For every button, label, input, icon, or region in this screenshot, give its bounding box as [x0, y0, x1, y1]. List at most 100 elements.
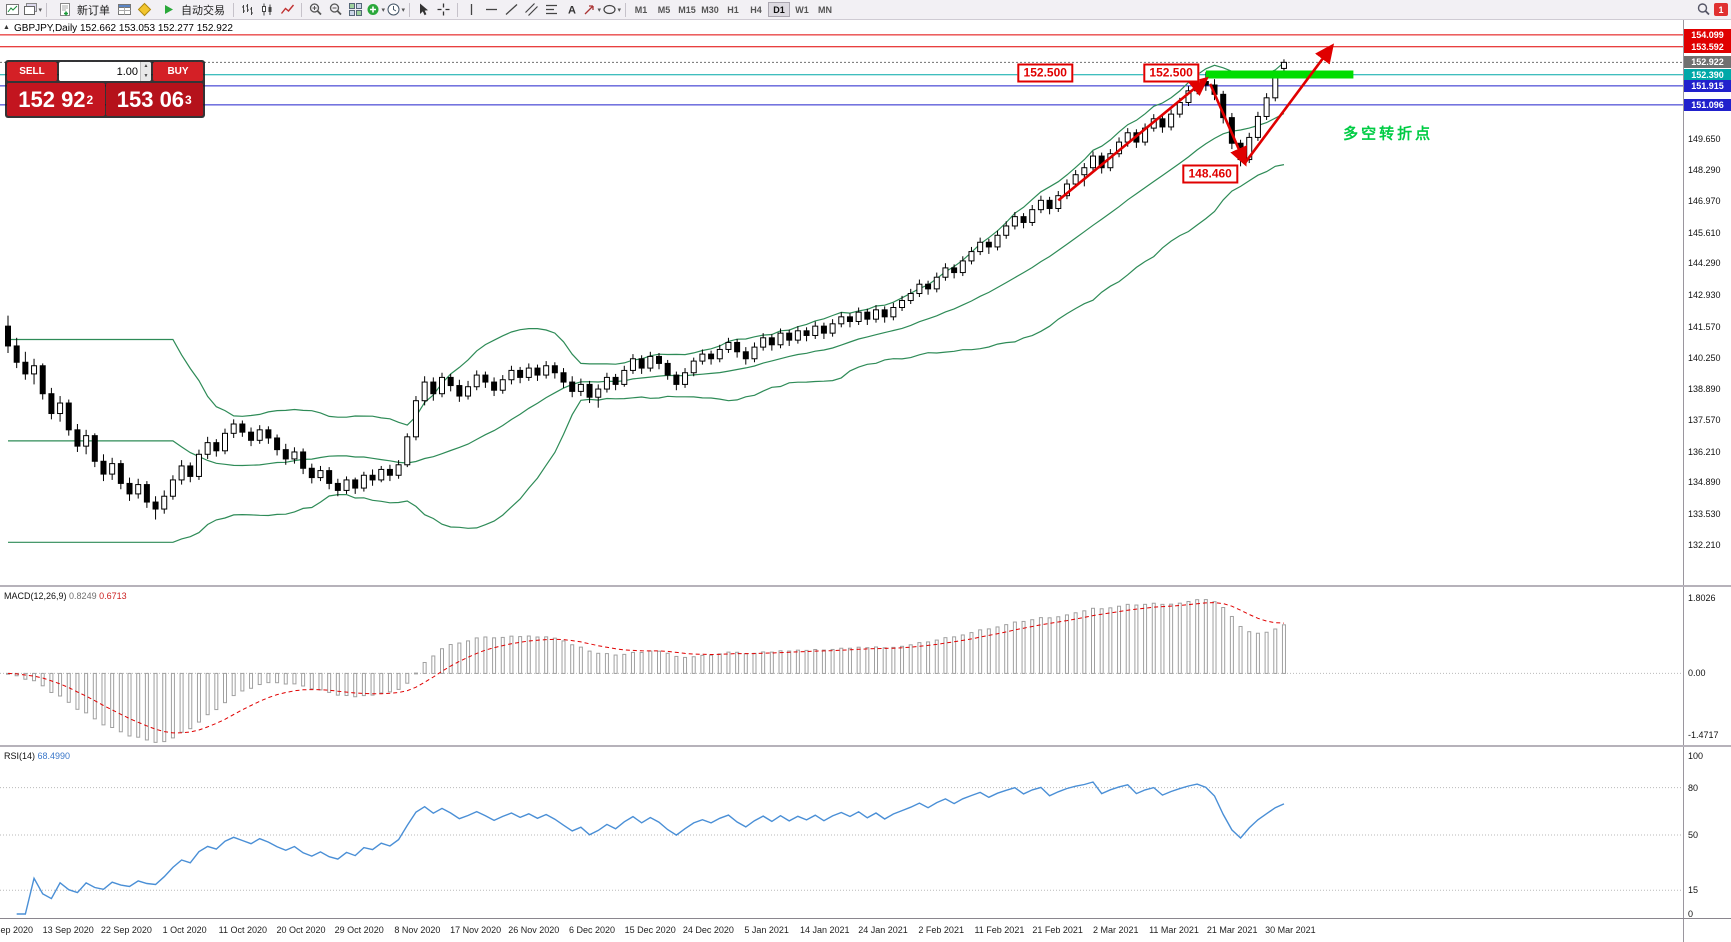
arrows-tool-icon[interactable]: ▾ [582, 1, 601, 19]
profiles-icon[interactable]: ▾ [23, 1, 42, 19]
date-tick: 24 Jan 2021 [858, 925, 908, 935]
trendline-tool-icon[interactable] [502, 1, 521, 19]
trend-arrow[interactable] [1243, 43, 1335, 164]
candle-body [5, 325, 11, 347]
new-order-button[interactable]: 新订单 [51, 1, 114, 19]
timeframe-w1-button[interactable]: W1 [791, 2, 813, 17]
cursor-icon[interactable] [414, 1, 433, 19]
trend-arrow[interactable] [1208, 83, 1247, 167]
bollinger-middle-band[interactable] [8, 112, 1285, 467]
timeframe-mn-button[interactable]: MN [814, 2, 836, 17]
bollinger-lower-band[interactable] [8, 164, 1285, 543]
macd-axis[interactable]: 1.8026 0.00 -1.4717 [1684, 588, 1731, 745]
candle-body [1168, 113, 1175, 128]
price-tick: 138.890 [1688, 384, 1721, 395]
macd-histogram-bar [743, 653, 748, 674]
macd-histogram-bar [717, 653, 722, 674]
add-indicator-icon[interactable]: ▾ [366, 1, 385, 19]
main-chart-svg[interactable] [0, 20, 1683, 585]
macd-histogram-bar [370, 672, 375, 696]
channel-tool-icon[interactable] [522, 1, 541, 19]
search-icon[interactable] [1694, 1, 1713, 19]
ask-price[interactable]: 153 06 3 [105, 83, 203, 116]
buy-button[interactable]: BUY [153, 62, 203, 81]
periods-clock-icon[interactable]: ▾ [386, 1, 405, 19]
timeframe-h4-button[interactable]: H4 [745, 2, 767, 17]
volume-up-button[interactable]: ▲ [141, 62, 151, 72]
market-watch-icon[interactable] [115, 1, 134, 19]
price-tick: 134.890 [1688, 477, 1721, 488]
price-chart-pane[interactable]: ▲ GBPJPY,Daily 152.662 153.053 152.277 1… [0, 20, 1731, 585]
fibonacci-tool-icon[interactable] [542, 1, 561, 19]
rsi-chart-svg[interactable] [0, 748, 1683, 918]
macd-histogram-bar [1238, 625, 1243, 674]
macd-chart-svg[interactable] [0, 588, 1683, 745]
sell-button[interactable]: SELL [7, 62, 57, 81]
timeframe-m5-button[interactable]: M5 [653, 2, 675, 17]
rsi-tick: 0 [1688, 909, 1694, 918]
zoom-in-icon[interactable] [306, 1, 325, 19]
text-tool-icon[interactable]: A [562, 1, 581, 19]
macd-histogram-bar [32, 672, 37, 682]
candle-body [777, 332, 784, 346]
price-label-annotation[interactable]: 152.500 [1143, 63, 1199, 83]
crosshair-icon[interactable] [434, 1, 453, 19]
bid-price[interactable]: 152 92 2 [7, 83, 105, 116]
price-label-annotation[interactable]: 148.460 [1182, 164, 1238, 184]
shapes-tool-icon[interactable]: ▾ [602, 1, 621, 19]
horizontal-line-tool-icon[interactable] [482, 1, 501, 19]
timeframe-m30-button[interactable]: M30 [699, 2, 721, 17]
price-label-annotation[interactable]: 152.500 [1017, 63, 1073, 83]
macd-histogram-bar [691, 656, 696, 674]
macd-histogram-bar [1117, 605, 1122, 674]
candle-body [569, 381, 576, 392]
price-tag[interactable]: 151.915 [1684, 79, 1731, 92]
toolbar: ▾ 新订单 自动交易 ▾ ▾ A ▾ ▾ M1 [0, 0, 1731, 20]
timeframe-h1-button[interactable]: H1 [722, 2, 744, 17]
timeframe-d1-button[interactable]: D1 [768, 2, 790, 17]
price-tag[interactable]: 153.592 [1684, 40, 1731, 53]
trend-arrow[interactable] [1057, 76, 1209, 202]
bollinger-upper-band[interactable] [8, 62, 1285, 426]
vertical-line-tool-icon[interactable] [462, 1, 481, 19]
candle-body [647, 355, 654, 369]
zoom-out-icon[interactable] [326, 1, 345, 19]
one-click-toggle-icon[interactable]: ▲ [3, 24, 10, 31]
line-chart-icon[interactable] [278, 1, 297, 19]
rsi-axis[interactable]: 100 80 50 15 0 [1684, 748, 1731, 918]
macd-histogram-bar [856, 646, 861, 674]
macd-tick: 0.00 [1688, 668, 1706, 679]
new-chart-icon[interactable] [3, 1, 22, 19]
candle-body [629, 358, 636, 371]
candle-body [412, 400, 419, 438]
macd-histogram-bar [1221, 607, 1226, 674]
timeframe-m1-button[interactable]: M1 [630, 2, 652, 17]
time-axis[interactable]: 4 Sep 2020 13 Sep 2020 22 Sep 2020 1 Oct 20… [0, 920, 1683, 942]
macd-histogram-bar [969, 632, 974, 674]
macd-pane[interactable]: MACD(12,26,9) 0.8249 0.6713 1.8026 0.00 -1… [0, 588, 1731, 745]
timeframe-m15-button[interactable]: M15 [676, 2, 698, 17]
auto-trading-button[interactable]: 自动交易 [155, 1, 229, 19]
volume-down-button[interactable]: ▼ [141, 71, 151, 81]
candle-body [13, 345, 20, 363]
volume-input[interactable] [59, 62, 140, 81]
candle-body [812, 325, 819, 336]
pane-splitter[interactable] [0, 745, 1731, 747]
macd-histogram-bar [1012, 621, 1017, 674]
price-axis[interactable]: 149.650 148.290 146.970 145.610 144.290 142.9… [1684, 20, 1731, 585]
rsi-pane[interactable]: RSI(14) 68.4990 100 80 50 15 0 [0, 748, 1731, 918]
price-tag[interactable]: 151.096 [1684, 98, 1731, 111]
bar-chart-icon[interactable] [238, 1, 257, 19]
price-tag[interactable]: 152.390 [1684, 68, 1731, 81]
price-tag[interactable]: 154.099 [1684, 28, 1731, 41]
candlestick-chart-icon[interactable] [258, 1, 277, 19]
price-tag[interactable]: 152.922 [1684, 56, 1731, 69]
tile-windows-icon[interactable] [346, 1, 365, 19]
notification-badge[interactable]: 1 [1714, 3, 1728, 16]
navigator-icon[interactable] [135, 1, 154, 19]
pane-splitter[interactable] [0, 585, 1731, 587]
turning-point-note[interactable]: 多空转折点 [1343, 125, 1434, 143]
macd-histogram-bar [700, 654, 705, 674]
candle-body [308, 467, 315, 479]
price-tick: 133.530 [1688, 509, 1721, 520]
